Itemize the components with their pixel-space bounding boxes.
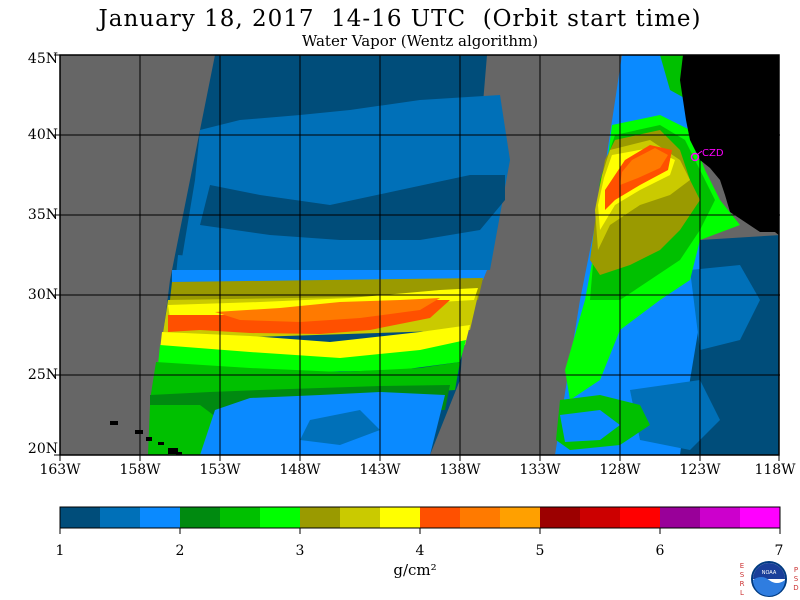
colorbar-swatch — [60, 507, 101, 528]
colorbar-swatch — [660, 507, 701, 528]
lon-label: 143W — [359, 462, 401, 478]
colorbar-tick-label: 4 — [415, 543, 425, 559]
lon-label: 123W — [679, 462, 721, 478]
colorbar-swatch — [100, 507, 141, 528]
logo-left-letter: E — [740, 562, 744, 570]
colorbar-swatch — [140, 507, 181, 528]
colorbar-swatch — [220, 507, 261, 528]
colorbar-swatch — [300, 507, 341, 528]
lon-label: 128W — [599, 462, 641, 478]
colorbar-swatch — [380, 507, 421, 528]
colorbar-tick-label: 5 — [535, 543, 545, 559]
colorbar-swatch — [700, 507, 741, 528]
logo-right-letter: P — [794, 566, 798, 574]
logo-center-text: NOAA — [762, 570, 777, 576]
lat-label: 20N — [27, 441, 58, 457]
colorbar-unit-label: g/cm² — [393, 561, 437, 579]
colorbar-swatch — [340, 507, 381, 528]
colorbar-swatch — [580, 507, 621, 528]
lat-label: 40N — [27, 127, 58, 143]
right-swath — [555, 55, 779, 455]
colorbar-swatch — [180, 507, 221, 528]
colorbar-swatch — [420, 507, 461, 528]
hawaii-islands — [110, 421, 182, 455]
colorbar-swatch — [500, 507, 541, 528]
colorbar-swatch — [620, 507, 661, 528]
map-image — [60, 55, 779, 455]
lon-label: 138W — [439, 462, 481, 478]
map-frame — [59, 54, 780, 456]
lat-label: 35N — [27, 207, 58, 223]
logo-left-letter: R — [740, 580, 745, 588]
station-marker: CZD — [690, 148, 724, 162]
colorbar-tick-label: 1 — [55, 543, 65, 559]
lon-label: 153W — [199, 462, 241, 478]
chart-title: January 18, 2017 14-16 UTC (Orbit start … — [98, 6, 702, 32]
colorbar-swatch — [740, 507, 781, 528]
lon-label: 148W — [279, 462, 321, 478]
colorbar-swatch — [540, 507, 581, 528]
lon-label: 133W — [519, 462, 561, 478]
lat-label: 30N — [27, 287, 58, 303]
logo-left-letter: L — [740, 589, 744, 597]
lon-label: 118W — [754, 462, 796, 478]
colorbar-tick-label: 7 — [774, 543, 784, 559]
lat-label: 25N — [27, 367, 58, 383]
axis-ticks — [54, 54, 780, 461]
colorbar — [59, 506, 781, 534]
colorbar-tick-label: 2 — [175, 543, 185, 559]
logo-right-letter: D — [793, 584, 798, 592]
logo-right-letter: S — [794, 575, 799, 583]
grid-lines — [60, 55, 780, 455]
colorbar-swatch — [460, 507, 501, 528]
logo-left-letter: S — [740, 571, 745, 579]
noaa-logo: E S R L P S D NOAA — [740, 561, 799, 597]
colorbar-tick-label: 6 — [655, 543, 665, 559]
chart-subtitle: Water Vapor (Wentz algorithm) — [301, 32, 539, 50]
lon-label: 158W — [119, 462, 161, 478]
land-mass — [680, 55, 779, 236]
lat-label: 45N — [27, 51, 58, 67]
lon-label: 163W — [39, 462, 81, 478]
colorbar-tick-label: 3 — [295, 543, 305, 559]
colorbar-swatch — [260, 507, 301, 528]
station-label: CZD — [702, 148, 724, 159]
